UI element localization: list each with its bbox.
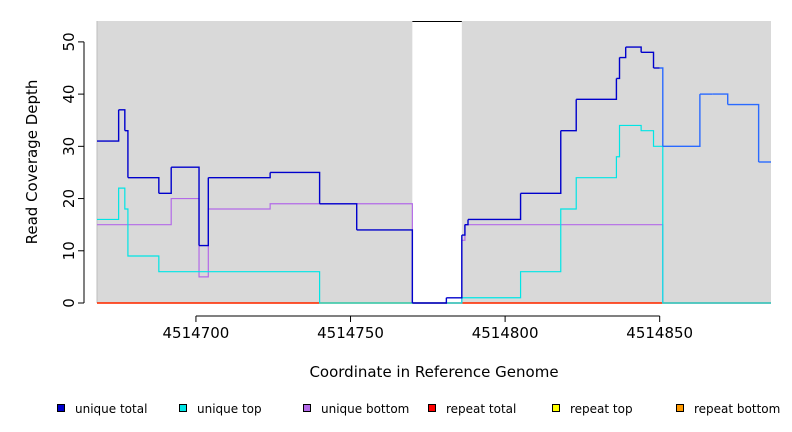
series-step <box>659 67 664 147</box>
series-step <box>464 219 469 226</box>
series-step <box>158 167 172 195</box>
series-step <box>97 109 120 142</box>
series-step <box>171 166 200 246</box>
legend-item-unique-top: unique top <box>179 402 262 416</box>
series-step <box>270 171 321 204</box>
series-step <box>124 129 129 178</box>
y-tick-label: 20 <box>60 189 78 208</box>
legend-item-unique-bottom: unique bottom <box>303 402 409 416</box>
legend-label: repeat top <box>570 402 633 416</box>
x-tick-label: 4514700 <box>163 324 230 342</box>
y-tick-label: 40 <box>60 85 78 104</box>
legend-swatch <box>179 404 187 412</box>
series-layer <box>97 46 771 304</box>
legend: unique total unique top unique bottom repea… <box>57 402 780 416</box>
series-step <box>662 94 701 148</box>
plot-background <box>96 21 771 303</box>
series-step <box>468 193 522 221</box>
series-step <box>625 46 642 53</box>
series-step <box>712 93 729 105</box>
series-step <box>520 130 562 195</box>
legend-label: repeat total <box>446 402 516 416</box>
legend-label: unique total <box>75 402 147 416</box>
series-step <box>616 57 621 80</box>
legend-swatch <box>303 404 311 412</box>
series-step <box>619 47 627 59</box>
legend-label: repeat bottom <box>694 402 780 416</box>
legend-item-repeat-total: repeat total <box>428 402 516 416</box>
axes: 4514700 4514750 4514800 4514850 0 10 20 30 40 50 <box>60 32 693 342</box>
legend-label: unique bottom <box>321 402 409 416</box>
series-step <box>727 103 760 162</box>
legend-item-unique-total: unique total <box>57 402 147 416</box>
series-step <box>446 235 463 299</box>
series-step <box>199 177 210 247</box>
series-step <box>356 229 414 303</box>
x-tick-label: 4514850 <box>626 324 693 342</box>
legend-swatch <box>676 404 684 412</box>
series-step <box>576 78 618 101</box>
y-tick-label: 50 <box>60 32 78 51</box>
legend-swatch <box>57 404 65 412</box>
series-step <box>461 224 466 236</box>
legend-label: unique top <box>197 402 262 416</box>
legend-swatch <box>552 404 560 412</box>
series-unique-top <box>97 124 771 304</box>
x-tick-label: 4514800 <box>472 324 539 342</box>
series-step <box>127 176 160 194</box>
legend-item-repeat-top: repeat top <box>552 402 633 416</box>
y-tick-label: 10 <box>60 241 78 260</box>
y-tick-label: 30 <box>60 137 78 156</box>
series-unique-total <box>97 46 771 304</box>
x-tick-label: 4514750 <box>317 324 384 342</box>
y-tick-label: 0 <box>60 298 78 308</box>
series-step <box>118 109 126 131</box>
series-step <box>641 51 655 68</box>
y-axis-title: Read Coverage Depth <box>23 80 41 245</box>
series-step <box>412 297 448 304</box>
legend-item-repeat-bottom: repeat bottom <box>676 402 780 416</box>
series-line <box>97 124 771 304</box>
x-axis-title: Coordinate in Reference Genome <box>309 363 558 381</box>
series-step <box>319 203 358 230</box>
gap-region <box>412 21 462 303</box>
series-step <box>208 172 271 179</box>
series-step <box>560 99 577 132</box>
legend-swatch <box>428 404 436 412</box>
